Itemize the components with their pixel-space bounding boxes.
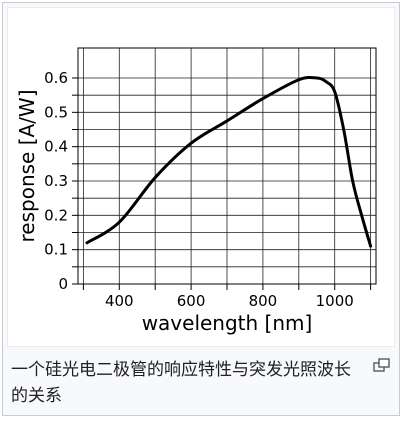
line-chart: 400 600 800 1000 0 0.1 0.2 0.3 0.4 0.5 0.6 wavelen… — [15, 47, 377, 335]
x-tick-label: 800 — [249, 292, 278, 310]
figure-thumbnail: 400 600 800 1000 0 0.1 0.2 0.3 0.4 0.5 0.6 wavelen… — [2, 2, 400, 416]
x-tick-label: 600 — [177, 292, 206, 310]
x-tick-label: 1000 — [316, 292, 354, 310]
series-line — [85, 75, 373, 248]
y-tick-label: 0 — [58, 275, 68, 293]
y-tick-label: 0.2 — [44, 206, 68, 224]
grid-lines — [78, 48, 376, 285]
enlarge-icon[interactable] — [373, 357, 391, 373]
y-tick-label: 0.6 — [44, 69, 68, 87]
figure-caption: 一个硅光电二极管的响应特性与突发光照波长的关系 — [11, 360, 351, 406]
chart-image[interactable]: 400 600 800 1000 0 0.1 0.2 0.3 0.4 0.5 0.6 wavelen… — [7, 7, 395, 347]
axis-ticks — [72, 77, 372, 290]
x-tick-label: 400 — [105, 292, 134, 310]
y-tick-label: 0.1 — [44, 241, 68, 259]
tick-labels: 400 600 800 1000 0 0.1 0.2 0.3 0.4 0.5 0.6 — [44, 69, 354, 310]
y-axis-label: response [A/W] — [15, 90, 39, 243]
x-axis-label: wavelength [nm] — [142, 311, 313, 335]
y-tick-label: 0.4 — [44, 138, 68, 156]
y-tick-label: 0.3 — [44, 172, 68, 190]
y-tick-label: 0.5 — [44, 103, 68, 121]
